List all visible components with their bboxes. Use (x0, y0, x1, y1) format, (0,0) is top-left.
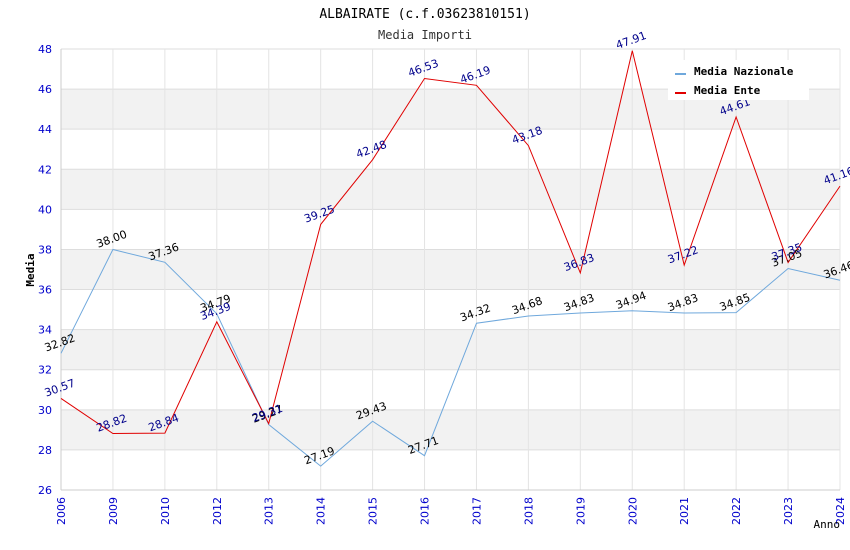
x-tick-label: 2016 (419, 497, 432, 525)
x-tick-label: 2017 (470, 497, 483, 525)
x-tick-label: 2019 (574, 497, 587, 525)
x-axis-title: Anno (814, 518, 841, 531)
grid-band (61, 329, 840, 370)
chart-title: ALBAIRATE (c.f.03623810151) (319, 7, 530, 22)
legend-box (668, 60, 809, 100)
x-tick-label: 2018 (522, 497, 535, 525)
y-tick-label: 48 (38, 43, 52, 56)
data-label: 46.19 (458, 64, 492, 87)
x-tick-label: 2023 (782, 497, 795, 525)
data-label: 30.57 (43, 377, 77, 400)
x-tick-label: 2020 (626, 497, 639, 525)
x-tick-label: 2022 (730, 497, 743, 525)
plot-background (61, 89, 840, 450)
data-label: 34.68 (510, 294, 544, 317)
y-tick-label: 42 (38, 163, 52, 176)
x-tick-label: 2010 (159, 497, 172, 525)
x-tick-label: 2009 (107, 497, 120, 525)
gridlines (60, 48, 841, 491)
x-tick-label: 2013 (263, 497, 276, 525)
grid-band (61, 169, 840, 210)
data-label: 34.83 (666, 291, 700, 314)
x-tick-label: 2015 (367, 497, 380, 525)
y-axis-title: Media (24, 253, 37, 286)
data-label: 46.53 (406, 57, 440, 80)
series-layer (60, 50, 841, 467)
y-tick-label: 30 (38, 404, 52, 417)
x-tick-label: 2014 (315, 497, 328, 525)
y-tick-label: 26 (38, 484, 52, 497)
data-label: 34.94 (614, 289, 648, 312)
y-tick-label: 32 (38, 364, 52, 377)
x-tick-label: 2021 (678, 497, 691, 525)
data-label: 34.85 (718, 291, 752, 314)
legend-label: Media Nazionale (694, 65, 794, 78)
x-tick-labels: 2006 2009 2010 2012 2013 2014 2015 2016 2017 2018… (55, 497, 847, 525)
data-label: 34.83 (562, 291, 596, 314)
axes (60, 49, 840, 491)
data-label: 38.00 (95, 228, 129, 251)
y-tick-labels: 26 28 30 32 34 36 38 40 42 44 46 48 (38, 43, 52, 497)
grid-band (61, 249, 840, 290)
y-tick-label: 46 (38, 83, 52, 96)
series-line-2 (60, 50, 841, 435)
y-tick-label: 38 (38, 243, 52, 256)
x-tick-label: 2006 (55, 497, 68, 525)
series-line-1 (60, 248, 841, 467)
y-tick-label: 44 (38, 123, 52, 136)
chart-subtitle: Media Importi (378, 28, 472, 42)
grid-band (61, 409, 840, 450)
x-tick-label: 2024 (834, 497, 847, 525)
y-tick-label: 40 (38, 203, 52, 216)
data-label: 42.48 (354, 138, 388, 161)
legend-label: Media Ente (694, 84, 761, 97)
x-tick-label: 2012 (211, 497, 224, 525)
y-tick-label: 36 (38, 284, 52, 297)
y-tick-label: 34 (38, 324, 52, 337)
y-tick-label: 28 (38, 444, 52, 457)
legend: Media Nazionale Media Ente (668, 60, 809, 100)
data-label: 34.32 (458, 301, 492, 324)
